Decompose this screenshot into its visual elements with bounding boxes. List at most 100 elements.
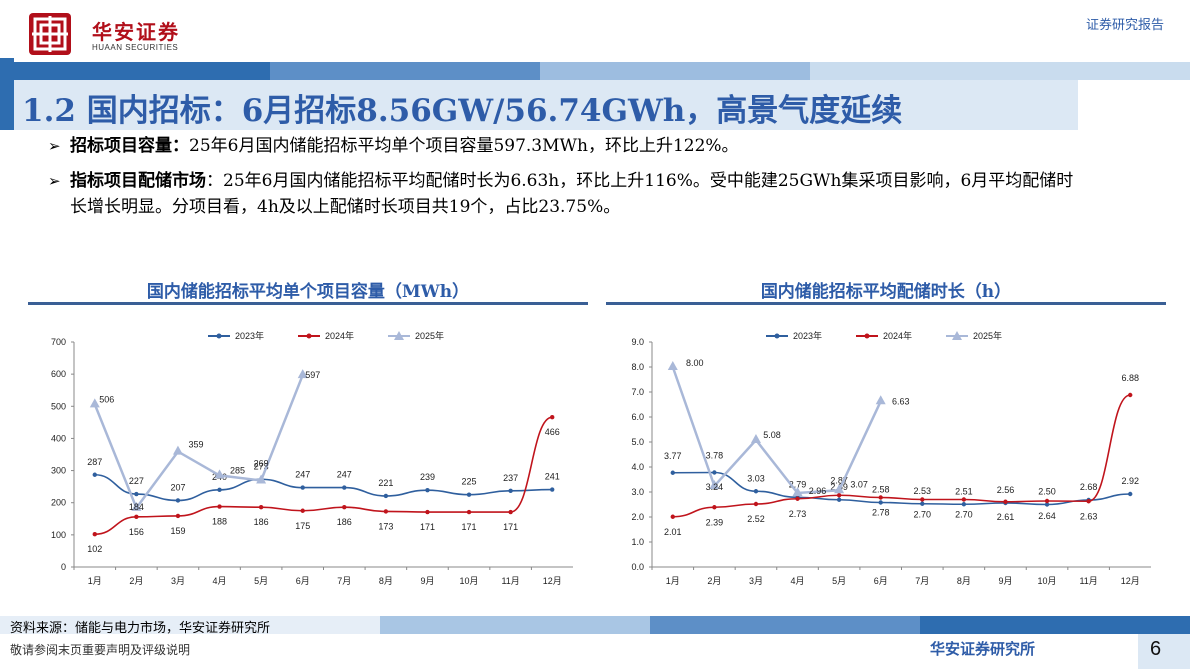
data-label: 247: [337, 470, 352, 480]
data-label: 3.24: [706, 482, 724, 492]
footer-color-band: [0, 616, 1190, 634]
point-marker-2025: [750, 434, 761, 443]
brand-name-en: HUAAN SECURITIES: [92, 43, 179, 52]
page-number-box: [1138, 634, 1190, 669]
x-tick-label: 12月: [543, 576, 562, 586]
x-tick-label: 6月: [874, 576, 888, 586]
data-label: 186: [337, 517, 352, 527]
y-tick-label: 600: [51, 369, 66, 379]
point-marker-2023年: [342, 485, 347, 490]
data-label: 2.56: [997, 485, 1015, 495]
x-tick-label: 5月: [254, 576, 268, 586]
x-tick-label: 3月: [749, 576, 763, 586]
data-label: 3.77: [664, 451, 682, 461]
point-marker-2025: [297, 369, 308, 379]
y-tick-label: 0.0: [631, 562, 644, 572]
y-tick-label: 7.0: [631, 387, 644, 397]
point-marker-2024年: [712, 505, 717, 510]
data-label: 207: [170, 482, 185, 492]
point-marker-2024年: [550, 415, 555, 420]
point-marker-2024年: [795, 496, 800, 501]
data-label: 8.00: [686, 358, 704, 368]
point-marker-2024年: [134, 514, 139, 520]
point-marker-2023年: [217, 487, 222, 493]
data-label: 2.58: [872, 485, 890, 495]
y-tick-label: 6.0: [631, 412, 644, 422]
legend-label: 2025年: [973, 330, 1002, 341]
data-label: 2.78: [872, 508, 890, 518]
point-marker-2023年: [670, 470, 675, 475]
y-tick-label: 500: [51, 401, 66, 411]
y-tick-label: 400: [51, 433, 66, 443]
point-marker-2025: [89, 398, 100, 408]
point-marker-2024年: [836, 493, 842, 498]
bullet-label: 招标项目容量：: [70, 136, 189, 156]
x-tick-label: 2月: [129, 576, 143, 586]
data-label: 506: [99, 394, 114, 404]
point-marker-2023年: [1128, 491, 1133, 497]
data-label: 237: [503, 473, 518, 483]
point-marker-2024年: [466, 509, 472, 515]
point-marker-2024年: [92, 532, 97, 537]
point-marker-2023年: [134, 491, 139, 497]
point-marker-2023年: [961, 502, 967, 507]
point-marker-2023年: [300, 485, 305, 490]
series-line-2025年: [671, 366, 882, 495]
data-label: 2.50: [1038, 487, 1056, 497]
duration-line-chart: 0.0 1.0 2.0 3.0 4.0 5.0 6.0 7.0 8.0 9.0 1月 2月 3月 4月 5月…: [631, 330, 1151, 586]
series-line-2025年: [93, 374, 304, 511]
arrow-icon: ➢: [48, 137, 61, 155]
legend-marker-triangle: [952, 331, 962, 340]
data-label: 5.08: [763, 430, 781, 440]
chart-2-rule: [606, 302, 1166, 305]
x-tick-label: 12月: [1121, 576, 1140, 586]
legend-label: 2024年: [325, 330, 354, 341]
legend-marker: [216, 333, 222, 339]
disclaimer-link[interactable]: 敬请参阅末页重要声明及评级说明: [10, 643, 191, 657]
point-marker-2024年: [300, 508, 305, 513]
institute-name: 华安证券研究所: [930, 640, 1036, 658]
point-marker-2023年: [550, 487, 555, 492]
data-label: 102: [87, 544, 102, 554]
data-label: 466: [545, 427, 560, 437]
data-label: 225: [462, 477, 477, 487]
x-tick-label: 7月: [337, 576, 351, 586]
point-marker-2025: [667, 361, 678, 370]
data-label: 3.03: [747, 473, 765, 483]
x-tick-label: 11月: [1079, 576, 1097, 586]
point-marker-2024年: [878, 495, 883, 500]
legend-marker: [864, 333, 870, 339]
x-tick-label: 9月: [420, 576, 434, 586]
point-marker-2025: [172, 445, 183, 455]
point-marker-2024年: [670, 514, 675, 519]
data-label: 2.68: [1080, 482, 1098, 492]
y-tick-label: 700: [51, 337, 66, 347]
x-tick-label: 9月: [998, 576, 1012, 586]
point-marker-2023年: [425, 487, 430, 493]
data-label: 241: [545, 472, 560, 482]
source-note: 资料来源：储能与电力市场，华安证券研究所: [10, 621, 271, 636]
header-color-band: [0, 62, 1190, 80]
y-tick-label: 5.0: [631, 437, 644, 447]
y-tick-label: 200: [51, 498, 66, 508]
data-label: 2.73: [789, 509, 807, 519]
data-label: 2.64: [1038, 511, 1056, 521]
data-label: 227: [129, 476, 144, 486]
data-label: 2.01: [664, 527, 682, 537]
point-marker-2024年: [217, 504, 222, 509]
chart-1-rule: [28, 302, 588, 305]
data-label: 2.53: [914, 486, 932, 496]
data-label: 273: [254, 461, 269, 471]
point-marker-2023年: [878, 500, 883, 505]
y-tick-label: 3.0: [631, 487, 644, 497]
point-marker-2024年: [258, 505, 264, 510]
x-tick-label: 2月: [707, 576, 721, 586]
data-label: 159: [170, 526, 185, 536]
y-tick-label: 1.0: [631, 537, 644, 547]
legend-marker-triangle: [394, 331, 404, 340]
y-tick-label: 4.0: [631, 462, 644, 472]
series-line-2023年: [672, 471, 1131, 506]
brand-name-cn: 华安证券: [92, 20, 180, 44]
x-tick-label: 5月: [832, 576, 846, 586]
x-tick-label: 6月: [296, 576, 310, 586]
